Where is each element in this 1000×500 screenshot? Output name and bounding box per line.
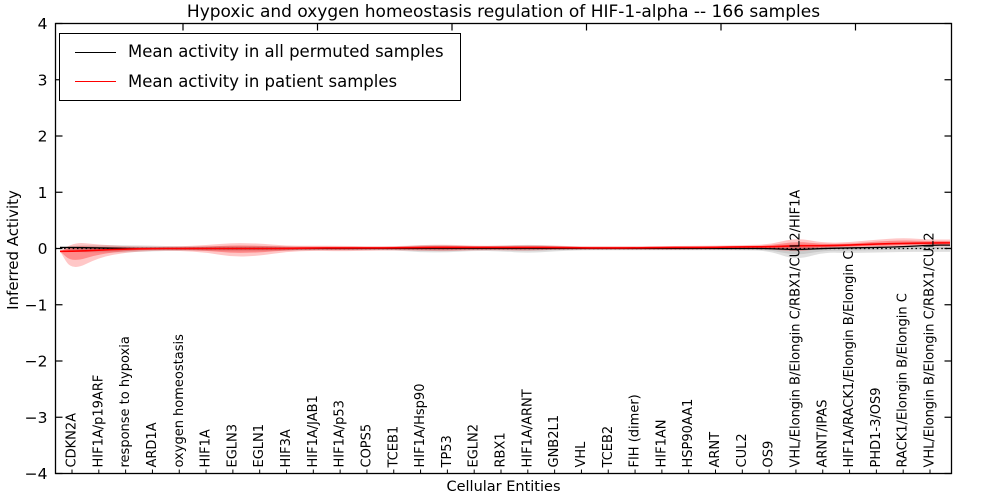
- y-tick-label: 1: [38, 184, 48, 202]
- y-axis-label: Inferred Activity: [4, 190, 22, 310]
- category-label: TP53: [440, 435, 455, 468]
- category-label: VHL/Elongin B/Elongin C/RBX1/CUL2: [923, 232, 938, 467]
- legend-item-permuted: Mean activity in all permuted samples: [75, 42, 444, 63]
- y-tick-label: −1: [25, 296, 48, 314]
- legend-line-sample-black: [75, 51, 116, 53]
- category-label: HIF1A/RACK1/Elongin B/Elongin C: [842, 251, 857, 468]
- category-label: HIF3A: [279, 429, 294, 467]
- y-tick-label: −3: [25, 409, 48, 427]
- category-label: ARNT: [708, 432, 723, 468]
- category-label: VHL/Elongin B/Elongin C/RBX1/CUL2/HIF1A: [788, 190, 803, 468]
- category-label: CUL2: [735, 433, 750, 467]
- category-label: COPS5: [359, 424, 374, 468]
- category-label: EGLN3: [225, 424, 240, 468]
- category-label: HSP90AA1: [681, 399, 696, 468]
- category-label: oxygen homeostasis: [172, 334, 187, 468]
- category-label: EGLN1: [252, 424, 267, 468]
- category-label: HIF1AN: [654, 420, 669, 468]
- category-label: HIF1A/JAB1: [306, 395, 321, 467]
- category-label: HIF1A: [199, 429, 214, 467]
- patient-spread-band-outer: [60, 238, 950, 268]
- category-label: ARD1A: [145, 422, 160, 467]
- category-label: PHD1-3/OS9: [869, 388, 884, 468]
- legend-label-patient: Mean activity in patient samples: [128, 71, 398, 91]
- category-label: HIF1A/p19ARF: [91, 375, 106, 468]
- category-label: ARNT/IPAS: [815, 400, 830, 468]
- category-label: CDKN2A: [65, 413, 80, 468]
- y-tick-label: −2: [25, 353, 48, 371]
- category-label: GNB2L1: [547, 415, 562, 468]
- y-tick-label: 0: [38, 240, 48, 258]
- category-label: HIF1A/ARNT: [520, 389, 535, 467]
- legend: Mean activity in all permuted samples Me…: [59, 33, 461, 102]
- category-label: TCEB1: [386, 426, 401, 469]
- category-label: response to hypoxia: [118, 336, 133, 467]
- patient-spread-band-inner: [60, 240, 950, 260]
- legend-line-sample-red: [75, 81, 116, 83]
- category-label: HIF1A/p53: [333, 400, 348, 467]
- category-label: RACK1/Elongin B/Elongin C: [896, 293, 911, 467]
- x-axis-label: Cellular Entities: [446, 479, 561, 495]
- y-tick-label: 4: [38, 15, 48, 33]
- y-tick-label: 3: [38, 71, 48, 89]
- category-label: FIH (dimer): [628, 394, 643, 467]
- legend-item-patient: Mean activity in patient samples: [75, 72, 444, 93]
- category-label: RBX1: [494, 432, 509, 467]
- legend-label-permuted: Mean activity in all permuted samples: [128, 42, 444, 61]
- chart-title: Hypoxic and oxygen homeostasis regulatio…: [186, 2, 821, 22]
- category-label: EGLN2: [467, 424, 482, 468]
- category-label: OS9: [762, 441, 777, 468]
- category-label: VHL: [574, 441, 589, 468]
- patient-mean-line: [59, 242, 951, 253]
- category-label: HIF1A/Hsp90: [413, 384, 428, 468]
- y-tick-label: 2: [38, 128, 48, 146]
- category-label: TCEB2: [601, 426, 616, 469]
- y-tick-label: −4: [25, 465, 48, 483]
